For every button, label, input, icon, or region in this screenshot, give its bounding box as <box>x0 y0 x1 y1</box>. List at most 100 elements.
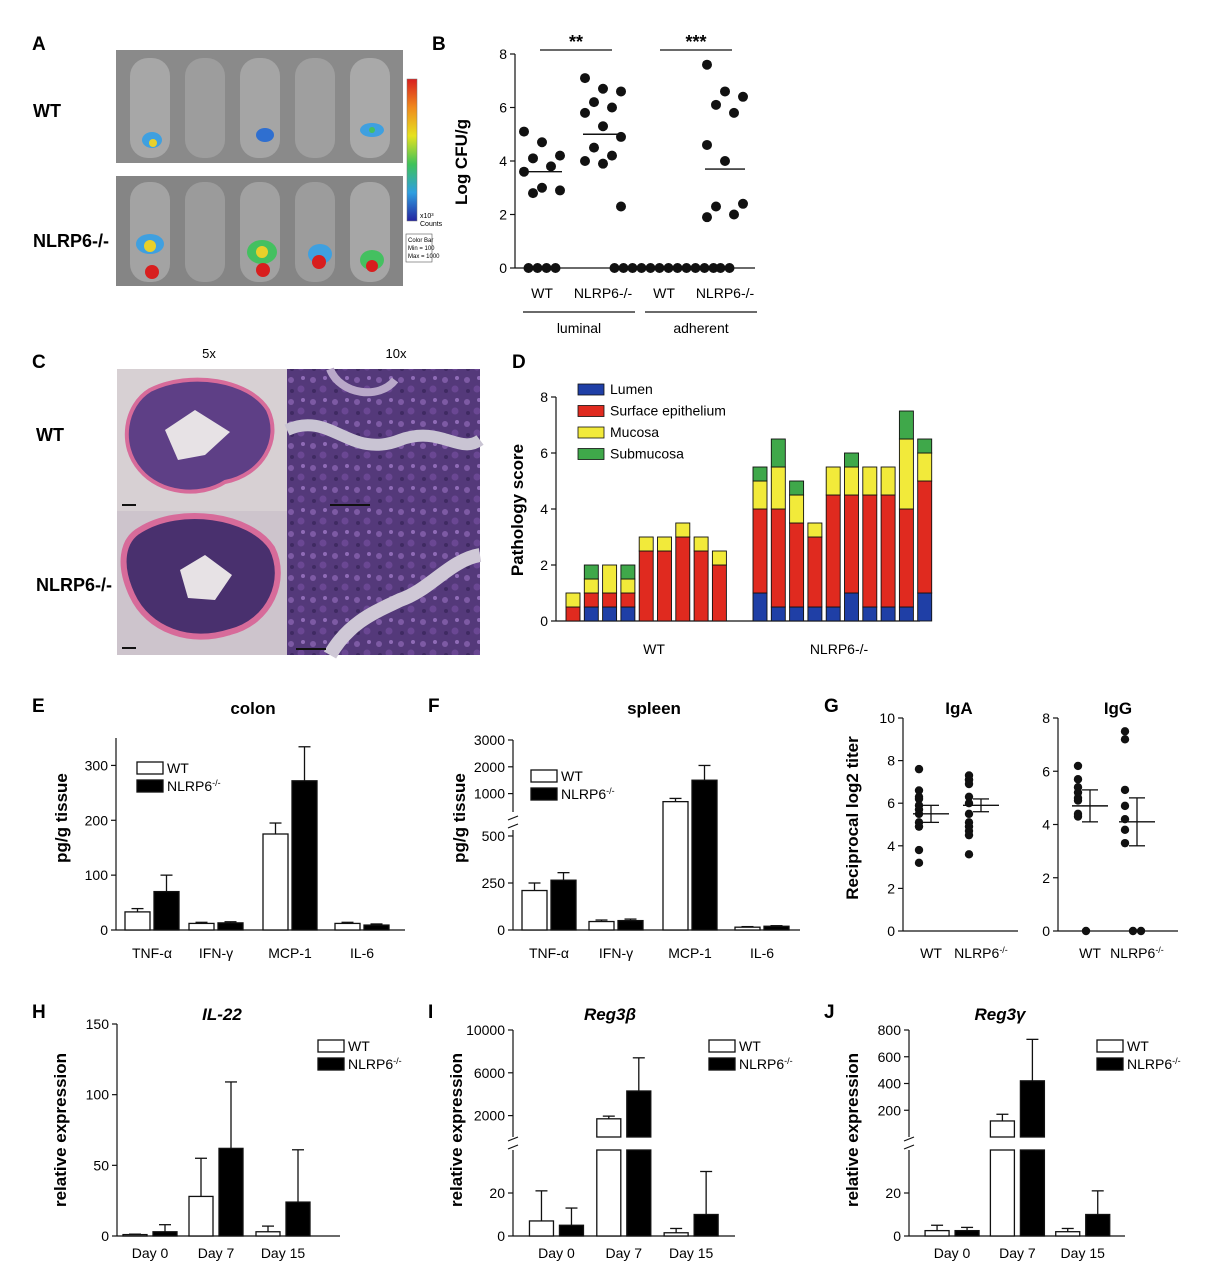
panel-f-legend-wt-label: WT <box>561 768 583 784</box>
panel-e-ytick-label: 200 <box>85 812 109 828</box>
panel-j-legend-ko-swatch <box>1096 1057 1124 1071</box>
panel-f-category-label: IFN-γ <box>599 945 633 961</box>
panel-d-bar-segment <box>620 592 636 608</box>
panel-d-bar-segment <box>693 536 709 552</box>
panel-d-bar-segment <box>825 494 841 608</box>
panel-g-igg-point <box>1073 761 1083 771</box>
panel-f-ytick-label: 2000 <box>474 759 505 775</box>
panel-e-legend-ko-swatch <box>136 779 164 793</box>
panel-d-legend-swatch <box>577 426 605 439</box>
panel-i-legend-ko-label: NLRP6-/- <box>739 1056 793 1072</box>
panel-g-iga-point <box>914 764 924 774</box>
panel-g-igg-point <box>1136 926 1146 936</box>
panel-g-igg-category-label: NLRP6-/- <box>1110 945 1164 961</box>
panel-b-point <box>550 263 561 273</box>
panel-i-ytick-label: 10000 <box>466 1022 505 1038</box>
panel-h-ytick-label: 50 <box>93 1157 109 1173</box>
panel-d-bar-segment <box>807 606 823 622</box>
panel-d-bar-segment <box>789 494 805 524</box>
panel-g-igg-title: IgG <box>1104 699 1132 718</box>
panel-d-ytick-label: 4 <box>540 501 548 517</box>
panel-h-bar <box>255 1231 281 1237</box>
panel-c-col-5x: 5x <box>202 346 216 361</box>
panel-i-legend-wt-label: WT <box>739 1038 761 1054</box>
panel-b-plot: 0 2 4 6 8 <box>499 46 755 276</box>
panel-d-bar-segment <box>880 606 896 622</box>
panel-g-iga-point <box>964 799 974 808</box>
panel-f-bar <box>763 925 790 931</box>
panel-d-bar-segment <box>917 438 933 454</box>
panel-f-category-label: IL-6 <box>750 945 774 961</box>
panel-b-cat-wt-adherent: WT <box>653 285 675 301</box>
panel-b-point <box>729 107 739 118</box>
panel-b-group-adherent: adherent <box>673 320 728 336</box>
panel-d-ytick-label: 0 <box>540 613 548 629</box>
panel-g-igg-point <box>1120 838 1130 848</box>
panel-g-iga-plot: IgA 0 2 4 6 8 10 WT NLRP6-/- <box>879 699 1018 961</box>
panel-i-ytick-label: 0 <box>497 1228 505 1244</box>
panel-f-ytick-label: 0 <box>497 922 505 938</box>
panel-d-ytick-label: 2 <box>540 557 548 573</box>
panel-g-label: G <box>824 696 839 717</box>
panel-a-label: A <box>32 34 46 55</box>
panel-f-bar <box>691 779 718 931</box>
panel-i-bar-upper <box>626 1090 652 1138</box>
colorbar-scale-title: Color Bar <box>408 238 433 244</box>
panel-i-bar-lower <box>626 1149 652 1237</box>
panel-e-bar <box>124 911 151 931</box>
panel-d-bar-segment <box>565 592 581 608</box>
panel-j-ytick-label: 20 <box>885 1185 901 1201</box>
panel-d-bar-segment <box>880 494 896 608</box>
panel-b-point <box>537 182 547 193</box>
panel-b-point <box>636 263 647 273</box>
panel-h-bar <box>188 1195 214 1237</box>
panel-d-plot: 0 2 4 6 8 Lumen Surface epithelium Mucosa Submuc… <box>540 381 933 629</box>
panel-b-point <box>537 137 547 148</box>
panel-d-bar-segment <box>789 606 805 622</box>
panel-i-ytick-label: 2000 <box>474 1108 505 1124</box>
panel-d-bar-segment <box>770 438 786 468</box>
panel-d-bar-segment <box>602 564 618 594</box>
panel-d-legend-label: Surface epithelium <box>610 403 726 419</box>
panel-g-iga-point <box>964 792 974 802</box>
panel-g-igg-point <box>1120 727 1130 736</box>
panel-g-iga-ytick-label: 4 <box>887 838 895 854</box>
panel-g-igg-plot: IgG 0 2 4 6 8 WT NLRP6-/- <box>1042 699 1178 961</box>
panel-d-bar-segment <box>844 466 859 496</box>
panel-b-point <box>546 161 556 172</box>
panel-g-iga-category-label: NLRP6-/- <box>954 945 1008 961</box>
panel-d-bar-segment <box>602 592 618 608</box>
panel-i-axis-break-top <box>507 1136 519 1142</box>
panel-d-bar-segment <box>917 592 933 622</box>
panel-e-category-label: MCP-1 <box>268 945 312 961</box>
colorbar-scale-max: Max = 1000 <box>408 254 440 260</box>
panel-b-point <box>708 263 719 273</box>
panel-d-legend-swatch <box>577 448 605 460</box>
panel-h-category-label: Day 15 <box>261 1245 306 1261</box>
panel-d-bar-segment <box>620 606 636 622</box>
panel-j-ytick-label: 200 <box>878 1102 902 1118</box>
panel-i-axis-break-bottom <box>507 1144 519 1150</box>
panel-b-cat-ko-luminal: NLRP6-/- <box>574 285 633 301</box>
panel-b-point <box>528 188 538 199</box>
panel-f-ytick-label: 1000 <box>474 786 505 802</box>
panel-f-ylabel: pg/g tissue <box>450 773 469 863</box>
panel-f-category-label: TNF-α <box>529 945 569 961</box>
panel-j-title: Reg3γ <box>974 1005 1027 1024</box>
histology-wt-10x <box>284 367 484 511</box>
panel-j-axis-break-bottom <box>903 1144 915 1150</box>
panel-b-point <box>589 142 599 153</box>
panel-d-bar-segment <box>583 592 599 608</box>
panel-b-point <box>541 263 552 273</box>
panel-j-category-label: Day 7 <box>999 1245 1036 1261</box>
panel-b-point <box>618 263 629 273</box>
panel-d-legend-swatch <box>577 405 605 417</box>
panel-i-bar-lower <box>596 1149 622 1237</box>
panel-h-bar <box>218 1147 244 1237</box>
panel-g-iga-ytick-label: 0 <box>887 923 895 939</box>
panel-d-bar-segment <box>675 536 691 622</box>
panel-b-point <box>616 86 626 97</box>
panel-h-label: H <box>32 1002 46 1023</box>
panel-h-plot: 0 50 100 150 Day 0 Day 7 Day 15 WT NLRP6-/- <box>86 1016 402 1261</box>
panel-d-group-ko: NLRP6-/- <box>810 641 869 657</box>
